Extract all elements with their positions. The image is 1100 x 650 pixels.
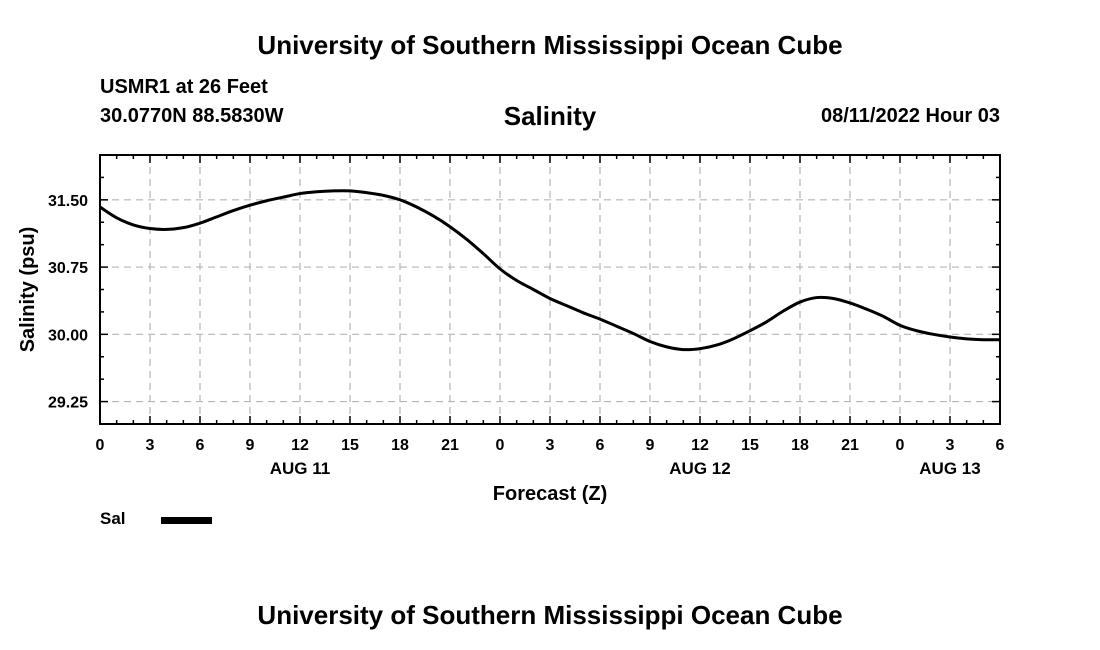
x-tick-label: 9 [646, 437, 655, 454]
x-tick-label: 21 [441, 437, 459, 454]
date-label: AUG 11 [270, 459, 330, 478]
x-tick-label: 21 [841, 437, 859, 454]
series-line-sal [99, 189, 1001, 352]
x-tick-label: 6 [996, 437, 1005, 454]
x-tick-label: 3 [946, 437, 955, 454]
coordinates-label: 30.0770N 88.5830W [100, 105, 284, 127]
x-tick-label: 15 [341, 437, 359, 454]
variable-title: Salinity [503, 101, 597, 131]
y-tick-label: 29.25 [48, 395, 88, 412]
x-tick-label: 12 [291, 437, 309, 454]
x-tick-label: 9 [246, 437, 255, 454]
x-tick-label: 18 [391, 437, 409, 454]
x-tick-label: 3 [146, 437, 155, 454]
legend-swatch [161, 517, 212, 524]
x-tick-label: 18 [791, 437, 809, 454]
x-axis-title: Forecast (Z) [493, 483, 607, 505]
station-label: USMR1 at 26 Feet [100, 76, 268, 98]
x-tick-label: 0 [496, 437, 505, 454]
y-tick-label: 31.50 [48, 193, 88, 210]
forecast-datetime: 08/11/2022 Hour 03 [820, 105, 1000, 127]
y-axis-title: Salinity (psu) [17, 227, 39, 353]
date-label: AUG 13 [919, 459, 980, 478]
y-tick-label: 30.00 [48, 327, 88, 344]
x-tick-label: 6 [196, 437, 205, 454]
y-tick-label: 30.75 [48, 260, 88, 277]
x-tick-label: 0 [896, 437, 905, 454]
x-tick-label: 12 [691, 437, 709, 454]
x-tick-label: 3 [546, 437, 555, 454]
legend-label: Sal [100, 509, 126, 528]
page-title: University of Southern Mississippi Ocean… [257, 30, 843, 60]
date-label: AUG 12 [669, 459, 730, 478]
x-tick-label: 15 [741, 437, 759, 454]
footer-title: University of Southern Mississippi Ocean… [257, 600, 843, 630]
x-tick-label: 6 [596, 437, 605, 454]
x-tick-label: 0 [96, 437, 105, 454]
